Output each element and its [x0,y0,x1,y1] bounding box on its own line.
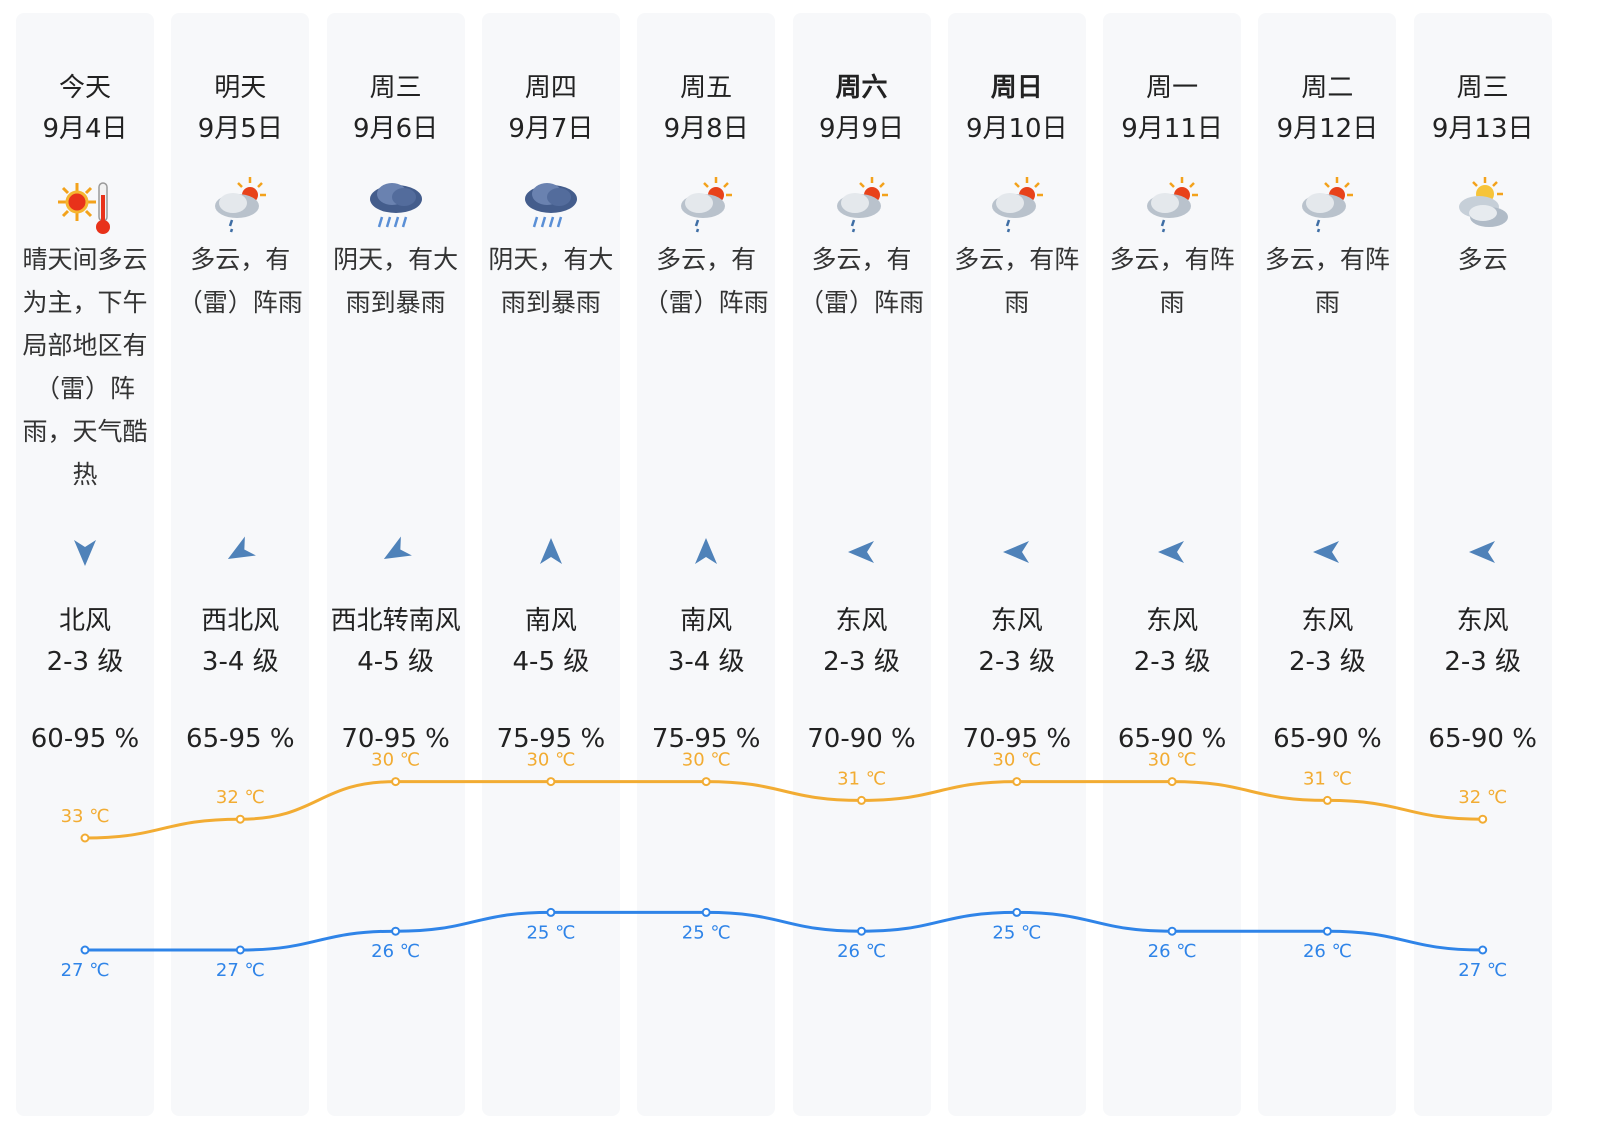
wind-direction-icon [74,540,96,566]
day-date: 9月8日 [663,114,749,144]
wind-level: 2-3 级 [978,647,1056,677]
wind-level: 2-3 级 [823,647,900,677]
wind-direction: 西北风 [201,606,280,636]
weather-description: 多云，有阵雨 [954,245,1080,317]
day-date: 9月7日 [508,114,594,144]
weather-description: 阴天，有大雨到暴雨 [488,245,614,317]
weather-description: 多云，有阵雨 [1264,245,1390,317]
weather-description: 晴天间多云为主，下午局部地区有（雷）阵雨，天气酷热 [22,245,148,489]
weather-description: 多云 [1457,245,1508,274]
day-name: 周一 [1146,73,1199,103]
day-date: 9月11日 [1121,114,1223,144]
forecast-day-column: 今天 9月4日晴天间多云为主，下午局部地区有（雷）阵雨，天气酷热北风 2-3 级 60… [16,13,154,1116]
humidity-range: 65-95 % [186,724,295,754]
weather-description: 多云，有阵雨 [1109,245,1235,317]
partly-cloudy-shower-icon [681,177,733,233]
heavy-rain-icon [524,183,577,228]
forecast-day-column: 周三 9月6日阴天，有大雨到暴雨西北转南风 4-5 级 70-95 % [326,13,465,1116]
day-date: 9月12日 [1276,114,1379,144]
forecast-day-column: 周六 9月9日多云，有（雷）阵雨东风 2-3 级 70-90 % [792,13,931,1116]
humidity-range: 70-95 % [962,724,1072,754]
wind-direction-icon [228,536,257,559]
wind-level: 4-5 级 [512,647,590,677]
heavy-rain-icon [369,183,422,228]
wind-direction-icon [1313,541,1340,563]
day-name: 周五 [680,73,733,103]
wind-direction: 西北转南风 [330,606,461,636]
day-name: 今天 [58,73,111,103]
wind-direction: 北风 [58,606,111,636]
forecast-day-column: 周一 9月11日多云，有阵雨东风 2-3 级 65-90 % [1103,13,1242,1116]
wind-direction-icon [1158,541,1185,563]
day-name: 周三 [1456,73,1509,103]
wind-level: 2-3 级 [46,647,124,677]
partly-cloudy-shower-icon [1302,177,1354,233]
day-date: 9月9日 [818,114,905,144]
partly-cloudy-icon [1458,177,1508,227]
wind-level: 3-4 级 [667,647,745,677]
day-name: 明天 [214,73,267,103]
weather-description: 多云，有（雷）阵雨 [643,245,769,317]
weather-description: 多云，有（雷）阵雨 [798,245,924,317]
weather-description: 多云，有（雷）阵雨 [177,245,303,317]
wind-direction: 东风 [1301,606,1354,636]
partly-cloudy-shower-icon [215,177,267,233]
partly-cloudy-shower-icon [836,177,888,233]
forecast-day-column: 周四 9月7日阴天，有大雨到暴雨南风 4-5 级 75-95 % [481,13,620,1116]
wind-level: 2-3 级 [1289,647,1366,677]
forecast-day-column: 周三 9月13日多云东风 2-3 级 65-90 % [1413,13,1552,1116]
forecast-day-column: 周五 9月8日多云，有（雷）阵雨南风 3-4 级 75-95 % [637,13,776,1116]
day-name: 周六 [835,73,888,103]
forecast-day-column: 明天 9月5日多云，有（雷）阵雨西北风 3-4 级 65-95 % [171,13,310,1116]
humidity-range: 75-95 % [651,724,761,754]
humidity-range: 60-95 % [30,724,140,754]
humidity-range: 70-95 % [341,724,450,754]
humidity-range: 75-95 % [496,724,606,754]
wind-level: 2-3 级 [1444,647,1522,677]
day-date: 9月4日 [42,114,128,144]
wind-direction-icon [1002,541,1029,563]
weather-description: 阴天，有大雨到暴雨 [333,245,459,317]
forecast-day-column: 周日 9月10日多云，有阵雨东风 2-3 级 70-95 % [947,13,1086,1116]
day-name: 周日 [990,73,1043,103]
partly-cloudy-shower-icon [991,177,1043,233]
day-date: 9月6日 [353,114,439,144]
day-name: 周三 [369,73,422,103]
wind-level: 3-4 级 [201,647,279,677]
day-name: 周四 [524,73,577,103]
wind-level: 4-5 级 [357,647,434,677]
sunny-hot-icon [58,182,110,234]
day-date: 9月5日 [197,114,283,144]
day-date: 9月10日 [965,114,1068,144]
wind-direction: 南风 [524,606,577,636]
wind-direction: 东风 [1146,606,1199,636]
day-date: 9月13日 [1431,114,1534,144]
wind-direction-icon [539,538,562,564]
humidity-range: 70-90 % [807,724,916,754]
humidity-range: 65-90 % [1428,724,1537,754]
wind-direction-icon [847,541,874,563]
wind-direction-icon [383,536,412,559]
wind-level: 2-3 级 [1133,647,1211,677]
partly-cloudy-shower-icon [1147,177,1199,233]
wind-direction: 南风 [680,606,733,636]
wind-direction: 东风 [1456,606,1509,636]
humidity-range: 65-90 % [1273,724,1382,754]
wind-direction: 东风 [990,606,1043,636]
wind-direction-icon [1468,541,1495,563]
wind-direction: 东风 [835,606,888,636]
wind-direction-icon [695,538,718,564]
humidity-range: 65-90 % [1117,724,1227,754]
forecast-day-column: 周二 9月12日多云，有阵雨东风 2-3 级 65-90 % [1258,13,1397,1116]
day-name: 周二 [1301,73,1354,103]
